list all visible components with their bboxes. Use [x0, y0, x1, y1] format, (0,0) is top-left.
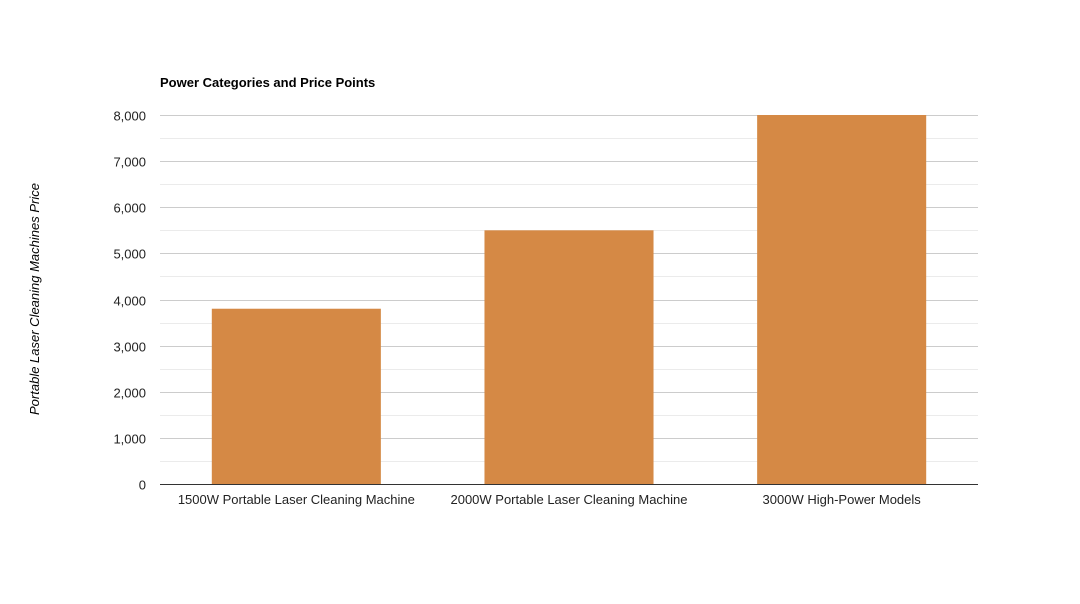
y-axis-ticks: 0 1,000 2,000 3,000 4,000 5,000 6,000 7,000 8,00…	[113, 109, 146, 493]
x-tick-label: 3000W High-Power Models	[763, 492, 922, 507]
y-tick-label: 1,000	[113, 432, 146, 447]
y-tick-label: 7,000	[113, 155, 146, 170]
bar	[211, 308, 381, 484]
chart-title: Power Categories and Price Points	[160, 75, 375, 90]
y-tick-label: 2,000	[113, 386, 146, 401]
y-tick-label: 4,000	[113, 294, 146, 309]
x-tick-label: 2000W Portable Laser Cleaning Machine	[450, 492, 687, 507]
y-tick-label: 0	[139, 478, 146, 493]
bars	[211, 115, 927, 484]
x-tick-label: 1500W Portable Laser Cleaning Machine	[178, 492, 415, 507]
y-tick-label: 3,000	[113, 340, 146, 355]
y-tick-label: 5,000	[113, 247, 146, 262]
bar	[484, 230, 654, 484]
x-axis-ticks: 1500W Portable Laser Cleaning Machine 200…	[178, 492, 921, 507]
bar	[757, 115, 927, 484]
y-tick-label: 6,000	[113, 201, 146, 216]
y-tick-label: 8,000	[113, 109, 146, 124]
y-axis-label: Portable Laser Cleaning Machines Price	[27, 183, 42, 415]
